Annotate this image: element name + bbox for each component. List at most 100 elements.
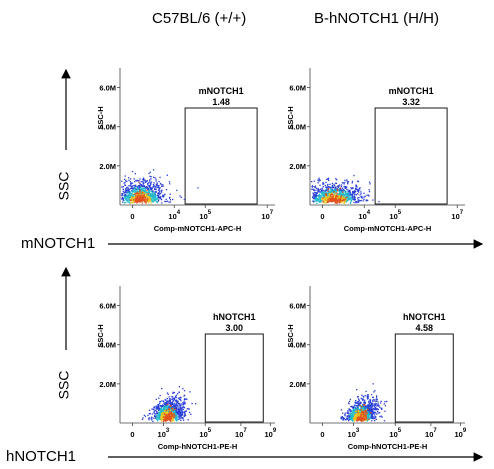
event-dot <box>177 397 180 399</box>
event-dot <box>328 196 330 199</box>
event-dot <box>171 414 173 416</box>
event-dot <box>130 182 132 184</box>
event-dot <box>182 404 184 406</box>
event-dot <box>361 409 363 412</box>
event-dot <box>173 416 175 419</box>
event-dot <box>169 196 171 199</box>
event-dot <box>343 197 345 199</box>
event-dot <box>161 419 163 421</box>
event-dot <box>341 182 344 184</box>
event-dot <box>149 182 151 184</box>
event-dot <box>151 416 153 418</box>
event-dot <box>350 405 352 408</box>
event-dot <box>355 184 357 186</box>
x-tick-label: 0 <box>320 212 324 221</box>
event-dot <box>352 419 354 421</box>
event-dot <box>155 190 157 192</box>
x-tick-label: 104 <box>168 210 180 221</box>
event-dot <box>182 411 184 413</box>
event-dot <box>149 180 151 182</box>
event-dot <box>168 181 171 183</box>
event-dot <box>182 408 184 411</box>
event-dot <box>126 200 128 202</box>
event-dot <box>123 192 125 194</box>
event-dot <box>144 179 146 181</box>
event-dot <box>148 182 150 184</box>
event-dot <box>319 188 322 190</box>
event-dot <box>156 186 159 189</box>
event-dot <box>363 198 365 201</box>
event-dot <box>328 179 330 182</box>
event-dot <box>128 198 130 200</box>
event-dot <box>168 405 171 407</box>
event-dot <box>146 189 148 192</box>
event-dot <box>349 410 351 412</box>
event-dot <box>180 405 182 407</box>
event-dot <box>311 185 313 187</box>
event-dot <box>150 176 152 178</box>
event-dot <box>179 417 181 420</box>
event-dot <box>170 411 173 413</box>
event-dot <box>353 404 355 406</box>
event-dot <box>152 169 155 171</box>
event-dot <box>315 192 318 194</box>
event-dot <box>157 405 159 407</box>
event-dot <box>172 411 175 413</box>
event-dot <box>140 198 142 201</box>
event-dot <box>169 183 171 185</box>
event-dot <box>339 200 341 202</box>
event-dot <box>359 412 361 414</box>
event-dot <box>172 198 174 201</box>
event-dot <box>372 396 374 399</box>
event-dot <box>356 411 358 413</box>
event-dot <box>180 411 182 413</box>
event-dot <box>336 194 338 196</box>
event-dot <box>127 189 130 191</box>
y-tick-label: 6.0M <box>289 84 306 93</box>
event-dot <box>367 395 370 397</box>
event-dot <box>169 407 171 409</box>
event-dot <box>148 188 150 191</box>
event-dot <box>167 412 169 414</box>
event-dot <box>356 409 359 411</box>
event-dot <box>368 402 370 404</box>
event-dot <box>325 192 328 194</box>
event-dot <box>370 414 372 417</box>
event-dot <box>327 192 329 195</box>
gate-name: mNOTCH1 <box>389 86 434 96</box>
event-dot <box>353 410 355 412</box>
event-dot <box>335 189 337 191</box>
event-dot <box>357 414 360 416</box>
event-dot <box>145 201 147 204</box>
event-dot <box>142 179 144 181</box>
event-dot <box>155 180 157 182</box>
event-dot <box>355 187 357 189</box>
event-dot <box>156 415 158 417</box>
event-dot <box>353 195 356 197</box>
event-dot <box>169 416 171 418</box>
event-dot <box>142 185 144 188</box>
event-dot <box>326 195 328 197</box>
event-dot <box>134 193 136 195</box>
event-dot <box>154 410 156 412</box>
event-dot <box>353 201 355 204</box>
event-dot <box>333 198 335 200</box>
event-dot <box>344 191 346 193</box>
event-dot <box>329 196 331 198</box>
event-dot <box>164 402 166 405</box>
event-dot <box>348 195 350 197</box>
event-dot <box>338 200 340 202</box>
event-dot <box>132 201 134 203</box>
event-dot <box>125 197 127 199</box>
event-dot <box>375 403 378 405</box>
event-dot <box>315 196 317 198</box>
event-dot <box>334 187 336 189</box>
event-dot <box>130 201 132 204</box>
event-dot <box>153 193 155 195</box>
event-dot <box>130 196 132 199</box>
event-dot <box>345 198 347 201</box>
event-dot <box>375 396 378 398</box>
event-dot <box>126 192 128 194</box>
event-dot <box>352 198 354 200</box>
event-dot <box>167 408 170 411</box>
